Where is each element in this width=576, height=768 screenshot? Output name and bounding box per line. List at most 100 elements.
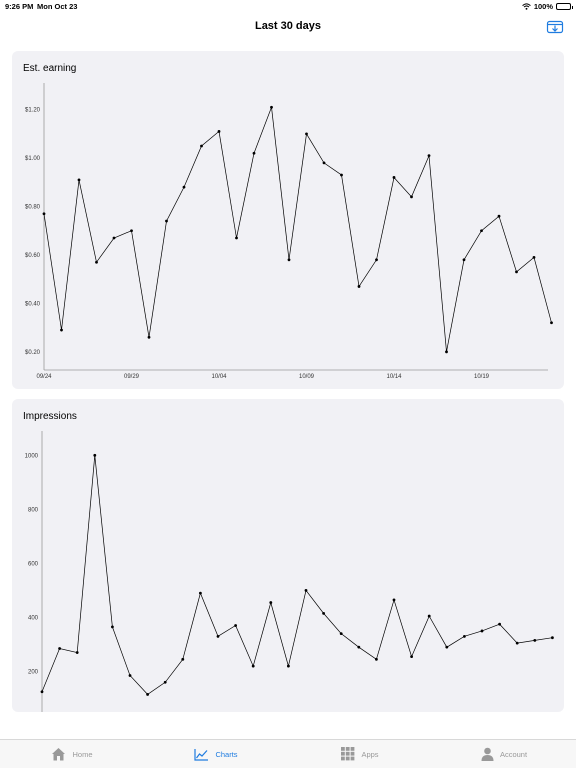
data-point[interactable] — [480, 629, 484, 633]
data-point[interactable] — [462, 258, 466, 262]
data-point[interactable] — [77, 178, 81, 182]
data-point[interactable] — [515, 641, 519, 645]
y-tick-label: $1.20 — [25, 108, 41, 114]
tab-charts[interactable]: Charts — [144, 740, 288, 768]
data-point[interactable] — [357, 285, 361, 288]
data-point[interactable] — [130, 229, 133, 233]
data-point[interactable] — [181, 657, 185, 661]
data-point[interactable] — [550, 321, 553, 325]
data-point[interactable] — [182, 185, 186, 189]
data-point[interactable] — [340, 173, 343, 177]
y-tick-label: $0.20 — [25, 350, 41, 356]
x-tick-label: 10/14 — [386, 374, 402, 380]
data-point[interactable] — [480, 229, 483, 233]
tab-bar: Home Charts Apps Account — [0, 739, 576, 768]
series-line — [41, 455, 553, 695]
data-point[interactable] — [75, 651, 79, 654]
tab-apps[interactable]: Apps — [288, 740, 432, 768]
data-point[interactable] — [445, 350, 448, 354]
data-point[interactable] — [375, 657, 378, 661]
data-point[interactable] — [163, 680, 167, 684]
data-point[interactable] — [165, 219, 168, 223]
data-point[interactable] — [392, 176, 396, 179]
wifi-icon — [522, 3, 531, 10]
data-point[interactable] — [515, 270, 518, 274]
data-point[interactable] — [251, 664, 255, 668]
y-tick-label: 800 — [28, 507, 39, 513]
data-point[interactable] — [147, 335, 151, 339]
data-point[interactable] — [410, 655, 413, 659]
data-point[interactable] — [497, 214, 501, 218]
data-point[interactable] — [200, 144, 203, 148]
x-tick-label: 10/19 — [474, 374, 490, 380]
data-point[interactable] — [533, 638, 537, 642]
house-icon — [52, 748, 66, 761]
data-point[interactable] — [551, 636, 554, 640]
y-tick-label: $0.80 — [25, 205, 41, 211]
data-point[interactable] — [58, 647, 61, 650]
data-point[interactable] — [128, 674, 132, 677]
data-point[interactable] — [445, 645, 449, 649]
data-point[interactable] — [532, 255, 536, 259]
grid-icon — [341, 747, 355, 761]
y-tick-label: 1000 — [25, 453, 39, 459]
navigation-bar: Last 30 days — [0, 14, 576, 40]
y-tick-label: 600 — [28, 561, 39, 567]
earnings-chart: $0.20 $0.40 $0.60 $0.80 $1.00 $1.20 09/24 09/29… — [25, 83, 553, 380]
tab-label: Charts — [215, 749, 238, 759]
battery-icon — [556, 3, 573, 10]
data-point[interactable] — [40, 690, 44, 694]
data-point[interactable] — [269, 601, 273, 604]
tab-label: Apps — [361, 749, 379, 759]
download-button[interactable] — [546, 19, 564, 35]
series-line — [43, 107, 552, 352]
data-point[interactable] — [217, 130, 221, 133]
data-point[interactable] — [93, 453, 97, 457]
tab-label: Account — [499, 749, 528, 759]
status-indicators: 100% — [522, 2, 573, 11]
data-point[interactable] — [463, 634, 466, 638]
data-point[interactable] — [427, 154, 431, 158]
x-tick-label: 10/09 — [299, 374, 315, 380]
data-point[interactable] — [427, 614, 431, 618]
data-point[interactable] — [270, 105, 273, 109]
data-point[interactable] — [95, 260, 98, 264]
data-point[interactable] — [392, 598, 396, 602]
data-point[interactable] — [252, 151, 256, 155]
status-time: 9:26 PM — [5, 2, 34, 11]
data-point[interactable] — [305, 132, 308, 136]
data-point[interactable] — [322, 611, 325, 615]
y-tick-label: 400 — [28, 615, 39, 621]
data-point[interactable] — [322, 161, 326, 165]
tab-home[interactable]: Home — [0, 740, 144, 768]
data-point[interactable] — [287, 258, 291, 262]
data-point[interactable] — [199, 591, 202, 595]
data-point[interactable] — [235, 236, 238, 240]
data-point[interactable] — [216, 634, 220, 638]
data-point[interactable] — [42, 212, 46, 216]
data-point[interactable] — [234, 624, 238, 627]
data-point[interactable] — [339, 632, 343, 636]
tab-account[interactable]: Account — [432, 740, 576, 768]
status-bar: 9:26 PM Mon Oct 23 100% — [0, 0, 576, 14]
data-point[interactable] — [410, 195, 413, 199]
data-point[interactable] — [375, 258, 378, 262]
earnings-chart-title: Est. earning — [23, 63, 77, 74]
data-point[interactable] — [498, 622, 501, 626]
data-point[interactable] — [112, 236, 116, 240]
chart-line-icon — [194, 748, 209, 761]
data-point[interactable] — [111, 625, 114, 629]
status-date: Mon Oct 23 — [37, 2, 78, 11]
data-point[interactable] — [357, 645, 361, 649]
impressions-chart: 200 400 600 800 1000 — [25, 431, 554, 712]
y-tick-label: 200 — [28, 669, 39, 675]
page-title: Last 30 days — [254, 20, 322, 32]
tab-label: Home — [72, 749, 93, 759]
x-tick-label: 09/29 — [124, 374, 140, 380]
x-tick-label: 09/24 — [36, 374, 52, 380]
data-point[interactable] — [304, 589, 308, 592]
data-point[interactable] — [287, 664, 290, 668]
y-tick-label: $0.60 — [25, 253, 41, 259]
data-point[interactable] — [146, 693, 150, 696]
data-point[interactable] — [60, 328, 63, 332]
